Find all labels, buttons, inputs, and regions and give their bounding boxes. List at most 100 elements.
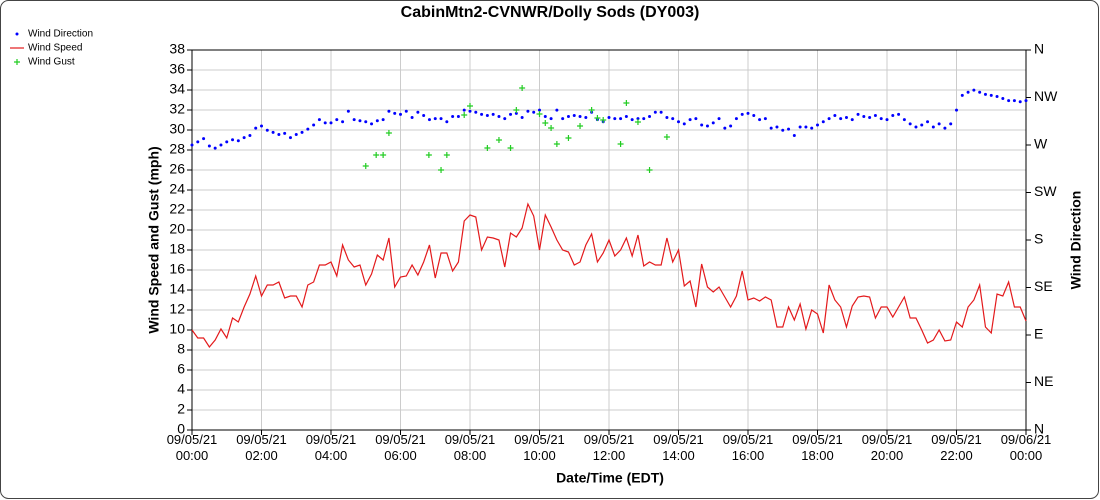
speed-line [191,202,1027,349]
gust-marker [385,130,392,136]
direction-dot [983,92,987,96]
y2-axis-label: Wind Direction [1068,191,1084,290]
x-tick-label: 09/05/21 12:00 [583,432,635,463]
direction-dot [746,111,750,115]
direction-dot [978,90,982,94]
direction-dot [335,118,339,122]
direction-dot [468,109,472,113]
direction-dot [642,117,646,121]
y2-tick-label: W [1034,136,1048,152]
direction-dot [873,113,877,117]
direction-dot [659,110,663,114]
direction-dot [937,122,941,126]
gust-marker [594,115,601,121]
y-tick-label: 0 [177,421,185,437]
direction-dot [908,122,912,126]
direction-dot [920,123,924,127]
gust-marker [380,152,387,158]
direction-dot [827,117,831,121]
y2-tick-label: E [1034,326,1043,342]
direction-dot [404,109,408,113]
direction-dot [242,136,246,140]
direction-dot [844,116,848,120]
gust-marker [495,137,502,143]
direction-dot [804,125,808,129]
direction-dot [955,108,958,112]
direction-dot [393,111,397,115]
gust-marker [513,107,520,113]
direction-dot [862,115,866,118]
direction-dot [520,116,524,120]
x-tick-label: 09/05/21 18:00 [792,432,843,463]
direction-dot [532,110,536,114]
direction-dot [509,112,513,116]
y-tick-label: 6 [177,361,185,377]
y-tick-label: 26 [169,161,185,177]
direction-dot [196,140,200,144]
direction-dot [931,125,935,129]
direction-dot [231,138,235,142]
y-tick-label: 20 [169,221,185,237]
x-tick-label: 09/05/21 16:00 [722,432,774,463]
direction-dot [566,115,570,118]
direction-dot [341,120,345,124]
direction-dot [225,140,229,144]
direction-dot [833,113,837,117]
y-tick-label: 36 [169,61,185,77]
direction-dot [769,126,773,130]
direction-dot [688,118,692,122]
direction-dot [485,113,489,117]
direction-dot [775,125,779,129]
direction-dot [260,124,263,128]
direction-dot [474,110,478,114]
x-tick-label: 09/05/21 20:00 [861,432,913,463]
direction-dot [798,125,802,129]
gust-marker [634,119,641,125]
direction-dot [700,123,704,127]
direction-dot [839,117,843,121]
direction-dot [671,117,675,121]
x-tick-label: 09/05/21 08:00 [444,432,496,463]
direction-dot [312,123,316,127]
y2-tick-label: NW [1034,88,1058,104]
y-tick-label: 12 [169,301,185,317]
direction-dot [723,126,727,130]
direction-dot [810,126,814,130]
direction-dot [543,115,547,118]
direction-dot [323,121,327,125]
direction-dot [995,94,999,98]
direction-dot [364,120,368,124]
direction-dot [1007,99,1011,103]
gust-marker [542,120,549,126]
direction-dot [422,113,426,117]
x-tick-label: 09/05/21 14:00 [653,432,704,463]
direction-dot [619,117,623,121]
direction-dot [816,123,819,127]
direction-dot [271,130,275,134]
gust-marker [519,85,526,91]
direction-dot [636,117,640,121]
direction-dot [248,134,252,137]
direction-dot [624,115,628,118]
direction-dot [897,112,901,116]
direction-dot [885,118,889,122]
x-tick-label: 09/05/21 00:00 [166,432,218,463]
direction-dot [729,124,733,128]
direction-dot [358,119,362,123]
direction-dot [294,132,298,136]
direction-dot [677,120,680,124]
y-tick-label: 22 [169,201,185,217]
plot-border [191,49,1027,431]
direction-dot [914,125,918,129]
gust-marker [663,134,670,140]
direction-dot [410,116,414,120]
gust-marker [438,167,445,173]
direction-dot [943,126,947,130]
direction-dot [416,110,420,114]
gust-marker [484,145,491,151]
direction-dot [648,115,652,118]
direction-dot [787,127,791,131]
direction-dot [190,143,194,147]
